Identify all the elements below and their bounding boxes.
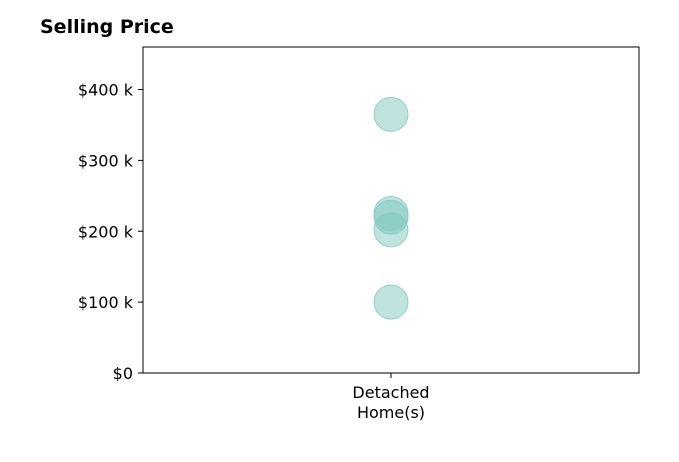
x-axis: Detached Home(s) — [352, 373, 430, 422]
chart-title: Selling Price — [40, 16, 174, 38]
data-point — [373, 212, 409, 248]
data-point — [373, 284, 409, 320]
data-points — [373, 96, 409, 320]
y-tick-label: $100 k — [78, 293, 134, 312]
data-point — [373, 96, 409, 132]
y-tick-label: $200 k — [78, 222, 134, 241]
y-tick-label: $300 k — [78, 151, 134, 170]
y-tick-label: $0 — [113, 364, 133, 383]
y-tick-label: $400 k — [78, 81, 134, 100]
y-axis: $0 $100 k $200 k $300 k $400 k — [78, 81, 143, 383]
x-tick-label: Detached Home(s) — [352, 383, 429, 422]
